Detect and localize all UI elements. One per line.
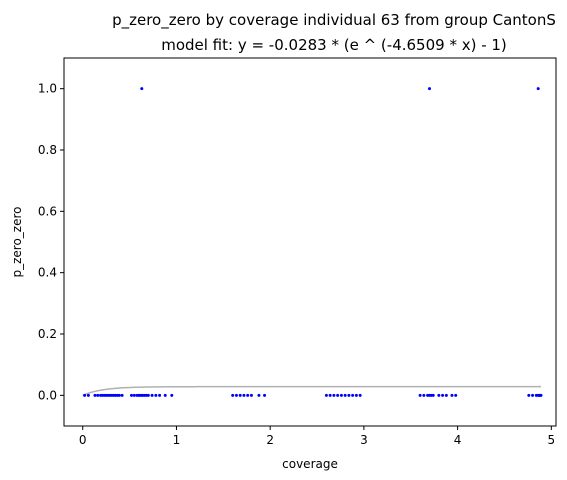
scatter-point	[96, 393, 100, 397]
y-tick-label: 0.4	[38, 266, 57, 280]
scatter-point	[332, 393, 336, 397]
scatter-point	[120, 393, 124, 397]
scatter-point	[328, 393, 332, 397]
scatter-point	[354, 393, 358, 397]
scatter-point	[163, 393, 167, 397]
scatter-point	[140, 87, 144, 91]
scatter-point	[234, 393, 238, 397]
scatter-point	[93, 393, 97, 397]
scatter-point	[231, 393, 235, 397]
chart-title: p_zero_zero by coverage individual 63 fr…	[112, 11, 556, 30]
axes-frame	[63, 57, 557, 427]
scatter-point	[249, 393, 253, 397]
scatter-point	[343, 393, 347, 397]
scatter-point	[238, 393, 242, 397]
scatter-point	[347, 393, 351, 397]
scatter-point	[437, 393, 441, 397]
scatter-point	[441, 393, 445, 397]
scatter-point	[427, 87, 431, 91]
scatter-point	[83, 393, 87, 397]
scatter-point	[339, 393, 343, 397]
scatter-point	[86, 393, 90, 397]
x-tick-label: 4	[454, 433, 462, 447]
scatter-point	[117, 393, 121, 397]
scatter-point	[527, 393, 531, 397]
scatter-point	[170, 393, 174, 397]
scatter-point	[158, 393, 162, 397]
scatter-point	[450, 393, 454, 397]
scatter-point	[263, 393, 267, 397]
x-tick-label: 5	[547, 433, 555, 447]
scatter-point	[132, 393, 136, 397]
x-axis-label: coverage	[282, 457, 338, 471]
x-tick-label: 2	[266, 433, 274, 447]
y-axis-label: p_zero_zero	[10, 206, 24, 277]
scatter-point	[336, 393, 340, 397]
plot-area	[82, 87, 543, 397]
x-tick-label: 1	[173, 433, 181, 447]
y-axis: 0.0 0.2 0.4 0.6 0.8 1.0	[38, 82, 64, 402]
y-tick-label: 0.8	[38, 143, 57, 157]
scatter-point	[454, 393, 458, 397]
scatter-point	[351, 393, 355, 397]
scatter-point	[150, 393, 154, 397]
fit-curve	[82, 385, 542, 397]
y-tick-label: 0.6	[38, 204, 57, 218]
scatter-point	[431, 393, 435, 397]
scatter-point	[146, 393, 150, 397]
y-tick-label: 1.0	[38, 82, 57, 96]
x-tick-label: 3	[360, 433, 368, 447]
scatter-point	[257, 393, 261, 397]
scatter-point	[358, 393, 362, 397]
scatter-point	[154, 393, 158, 397]
scatter-point	[422, 393, 426, 397]
scatter-point	[129, 393, 133, 397]
scatter-point	[444, 393, 448, 397]
scatter-point	[242, 393, 246, 397]
x-axis: 0 1 2 3 4 5	[79, 426, 555, 447]
scatter-point	[531, 393, 535, 397]
y-tick-label: 0.0	[38, 388, 57, 402]
scatter-point	[246, 393, 250, 397]
scatter-point	[324, 393, 328, 397]
scatter-point	[539, 393, 543, 397]
chart-subtitle: model fit: y = -0.0283 * (e ^ (-4.6509 *…	[161, 36, 507, 54]
scatter-point	[418, 393, 422, 397]
y-tick-label: 0.2	[38, 327, 57, 341]
scatter-point	[536, 87, 540, 91]
x-tick-label: 0	[79, 433, 87, 447]
